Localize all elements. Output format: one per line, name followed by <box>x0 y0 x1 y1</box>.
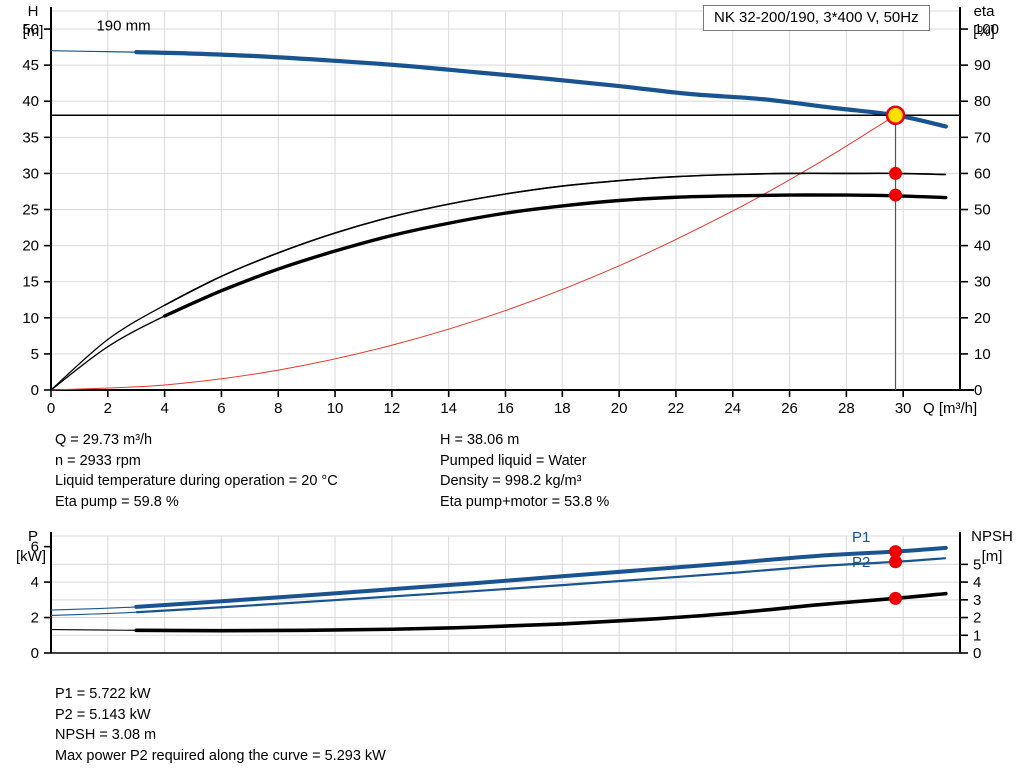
y-tick-label-right: 20 <box>974 310 991 327</box>
x-tick-label: 8 <box>274 400 282 417</box>
duty-info-line-0: Q = 29.73 m³/h <box>55 432 153 448</box>
x-tick-label: 4 <box>160 400 168 417</box>
duty-info-line-0: H = 38.06 m <box>440 432 520 448</box>
x-tick-label: 12 <box>384 400 401 417</box>
duty-info-line-3: Eta pump+motor = 53.8 % <box>440 493 610 510</box>
p1-point <box>889 545 903 559</box>
p2-curve <box>136 557 946 614</box>
y-tick-label-right: 2 <box>973 610 981 627</box>
y-tick-label-right: 60 <box>974 165 991 182</box>
y-tick-label-left: 30 <box>22 165 39 182</box>
y-tick-label-left: 10 <box>22 310 39 327</box>
x-tick-label: 22 <box>668 400 685 417</box>
x-tick-label: 0 <box>47 400 55 417</box>
p2-curve-label: P2 <box>852 554 870 571</box>
y-axis-title-right-unit1: NPSH <box>971 528 1013 545</box>
eta-pump-point <box>889 166 903 180</box>
y-tick-label-right: 4 <box>973 574 981 591</box>
impeller-size-label: 190 mm <box>96 17 150 34</box>
y-tick-label-left: 25 <box>22 202 39 219</box>
head-curve <box>134 50 948 129</box>
x-tick-label: 26 <box>781 400 798 417</box>
eta-pump-motor-curve-thin <box>50 194 946 391</box>
y-tick-label-right: 40 <box>974 238 991 255</box>
duty-info-right: H = 38.06 m Pumped liquid = Water Density … <box>440 430 609 512</box>
duty-info-left: Q = 29.73 m³/h n = 2933 rpm Liquid tempera… <box>55 430 338 512</box>
duty-point <box>885 105 906 126</box>
x-axis-title: Q [m³/h] <box>923 400 977 417</box>
y-axis-title-left-unit2: [m] <box>23 23 44 40</box>
y-axis-title-right-unit2: [m] <box>982 548 1003 565</box>
y-tick-label-left: 6 <box>31 539 39 556</box>
y-tick-label-left: 4 <box>31 574 39 591</box>
eta-pump-motor-curve <box>162 193 948 318</box>
y-tick-label-right: 10 <box>974 346 991 363</box>
x-tick-label: 6 <box>217 400 225 417</box>
chart-title-text: NK 32-200/190, 3*400 V, 50Hz <box>714 9 919 26</box>
x-tick-label: 28 <box>838 400 855 417</box>
eta-pump-motor-point <box>889 188 903 202</box>
p1-curve-label: P1 <box>852 529 870 546</box>
chart-title-box: NK 32-200/190, 3*400 V, 50Hz <box>703 5 930 31</box>
x-tick-label: 24 <box>724 400 741 417</box>
y-tick-label-left: 20 <box>22 238 39 255</box>
y-axis-title-left-unit1: H <box>28 3 39 20</box>
y-tick-label-right: 30 <box>974 274 991 291</box>
y-axis-title-right-unit2: [%] <box>973 23 995 40</box>
y-tick-label-right: 1 <box>973 627 981 644</box>
duty-info-line-3: Eta pump = 59.8 % <box>55 493 179 510</box>
duty-info-line-2: Liquid temperature during operation = 20… <box>55 473 338 489</box>
y-tick-label-right: 80 <box>974 93 991 110</box>
npsh-point <box>889 591 903 605</box>
x-tick-label: 16 <box>497 400 514 417</box>
top-chart-group: 0510152025303540455001020304050607080901… <box>22 3 999 417</box>
y-tick-label-right: 0 <box>973 645 981 662</box>
y-tick-label-right: 70 <box>974 129 991 146</box>
y-axis-title-right-unit1: eta <box>974 3 996 20</box>
y-axis-title-left-unit2: [kW] <box>16 548 46 565</box>
power-info-line-2: NPSH = 3.08 m <box>55 727 157 743</box>
x-tick-label: 18 <box>554 400 571 417</box>
y-tick-label-right: 50 <box>974 202 991 219</box>
power-info-line-0: P1 = 5.722 kW <box>55 686 151 702</box>
y-tick-label-left: 50 <box>22 21 39 38</box>
duty-info-line-1: Pumped liquid = Water <box>440 452 587 469</box>
y-tick-label-left: 45 <box>22 57 39 74</box>
y-tick-label-right: 90 <box>974 57 991 74</box>
y-tick-label-left: 0 <box>31 382 39 399</box>
duty-info-line-2: Density = 998.2 kg/m³ <box>440 473 582 489</box>
system-curve <box>50 114 896 391</box>
y-tick-label-left: 40 <box>22 93 39 110</box>
npsh-curve <box>134 591 948 633</box>
y-tick-label-left: 5 <box>31 346 39 363</box>
y-axis-title-left-unit1: P <box>28 528 38 545</box>
power-info-line-1: P2 = 5.143 kW <box>55 706 151 723</box>
p2-point <box>889 555 903 569</box>
p1-curve <box>134 545 948 609</box>
x-tick-label: 30 <box>895 400 912 417</box>
x-tick-label: 20 <box>611 400 628 417</box>
x-tick-label: 10 <box>327 400 344 417</box>
eta-pump-curve-bold <box>164 172 946 306</box>
x-tick-label: 2 <box>104 400 112 417</box>
y-tick-label-right: 0 <box>974 382 982 399</box>
y-tick-label-right: 3 <box>973 592 981 609</box>
power-info-line-3: Max power P2 required along the curve = … <box>55 747 386 764</box>
duty-info-line-1: n = 2933 rpm <box>55 452 141 469</box>
power-info: P1 = 5.722 kW P2 = 5.143 kW NPSH = 3.08 m M… <box>55 684 386 766</box>
x-tick-label: 14 <box>440 400 457 417</box>
y-tick-label-right: 5 <box>973 556 981 573</box>
y-tick-label-left: 2 <box>31 610 39 627</box>
y-tick-label-left: 15 <box>22 274 39 291</box>
y-tick-label-right: 100 <box>974 21 999 38</box>
y-tick-label-left: 0 <box>31 645 39 662</box>
head-efficiency-chart: 0510152025303540455001020304050607080901… <box>22 3 999 417</box>
y-tick-label-left: 35 <box>22 129 39 146</box>
